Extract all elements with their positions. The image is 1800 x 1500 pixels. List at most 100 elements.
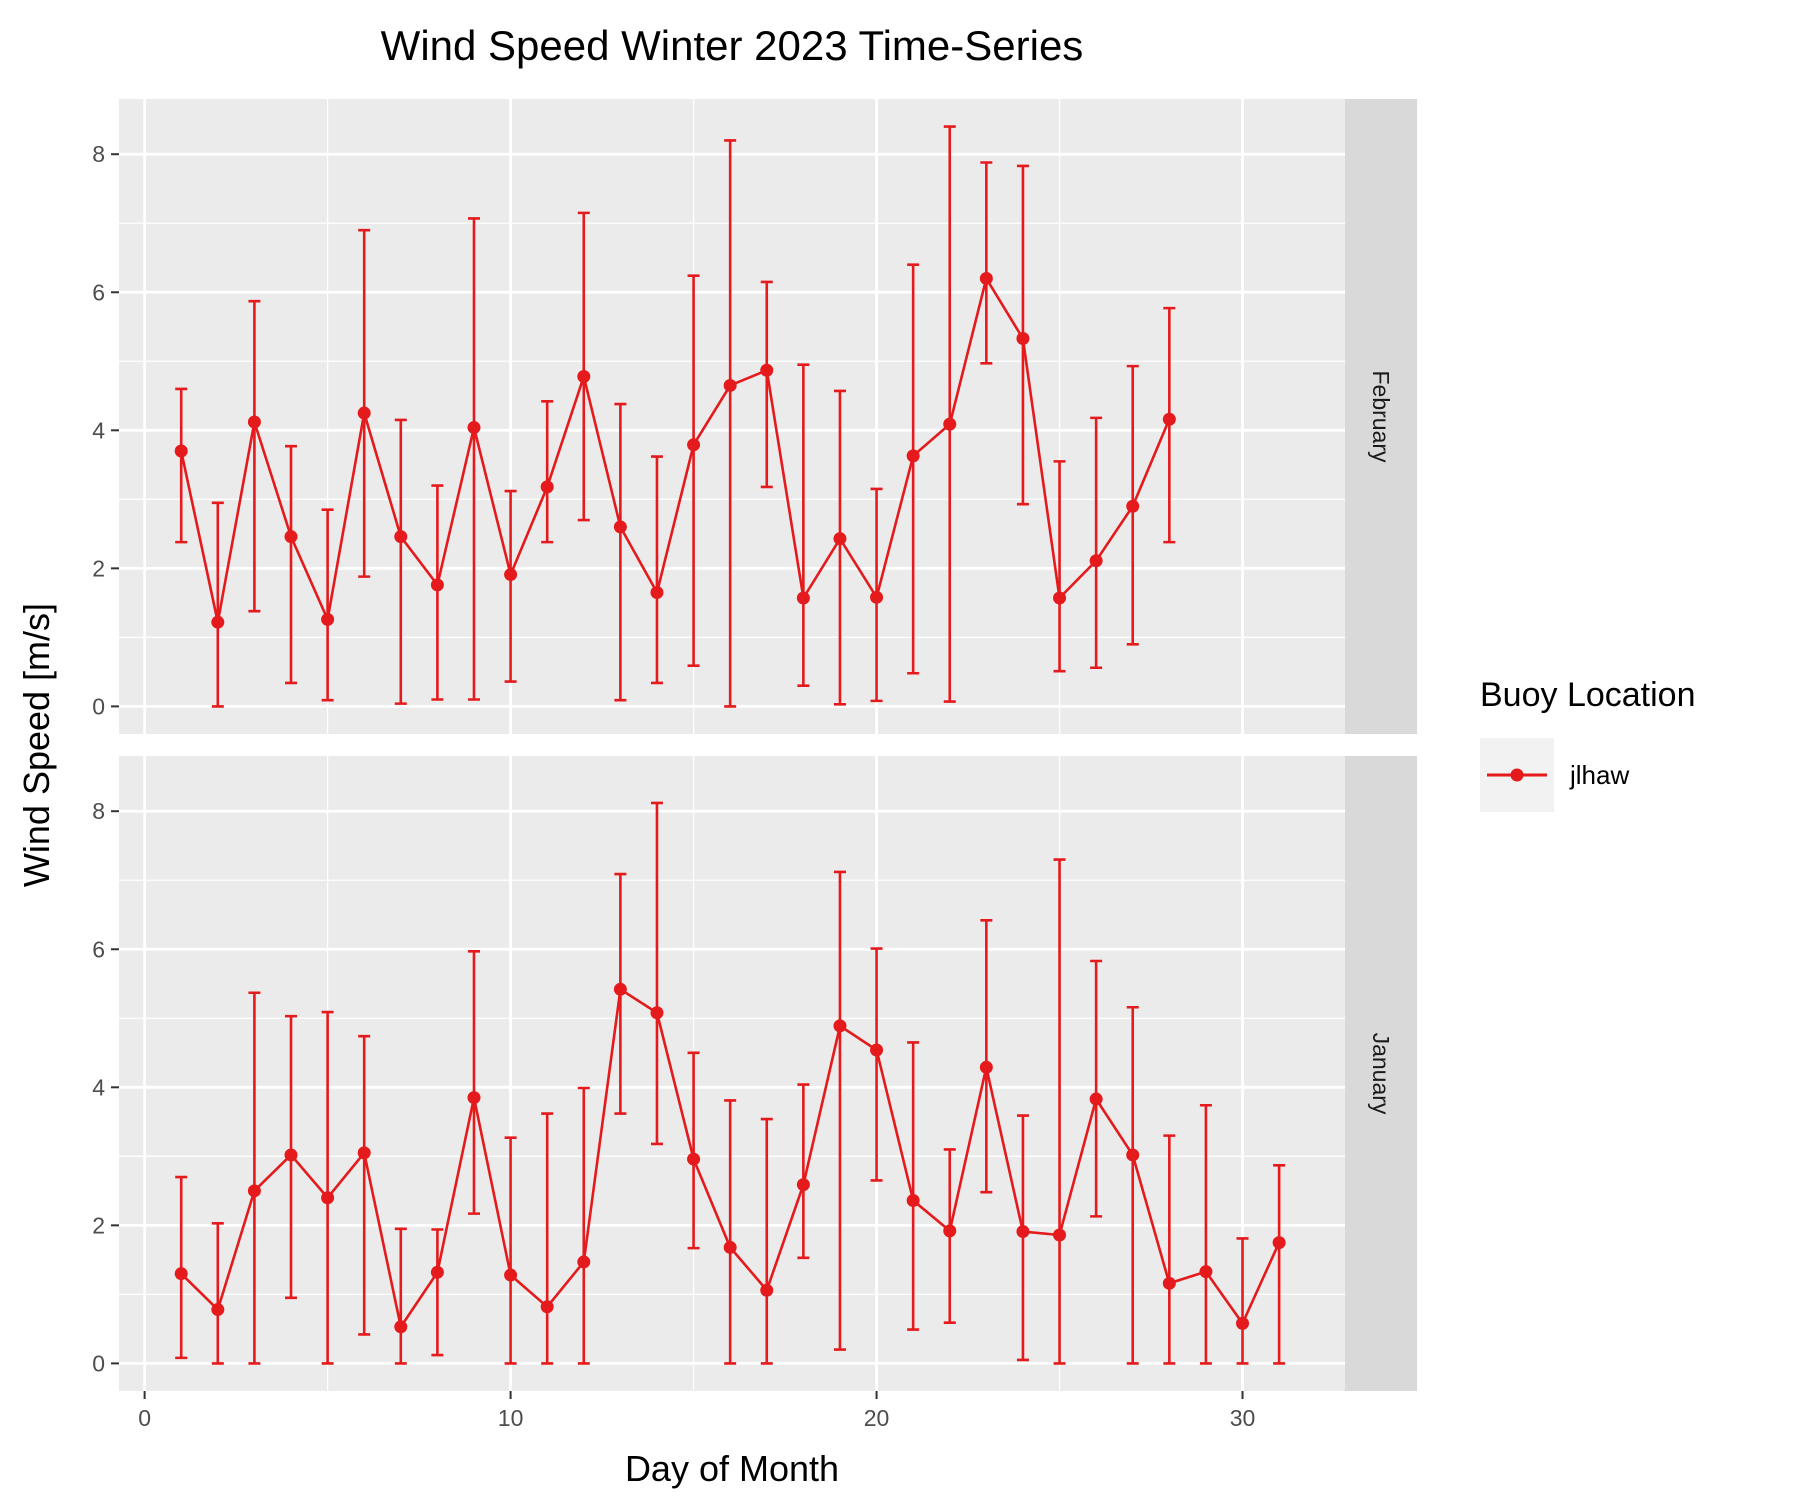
error-bar [980, 918, 993, 1194]
error-bar [358, 1034, 371, 1336]
data-point [979, 1060, 993, 1074]
error-bar [211, 501, 224, 708]
error-bar [248, 299, 261, 613]
data-point [1126, 499, 1140, 513]
error-bar [285, 444, 298, 685]
data-point [467, 421, 481, 435]
facet-label: January [1368, 1033, 1394, 1115]
data-point [613, 982, 627, 996]
data-point [577, 369, 591, 383]
data-point [504, 1268, 518, 1282]
error-bar [394, 1227, 407, 1365]
data-point [211, 1303, 225, 1317]
error-bar [833, 870, 846, 1351]
panel-january: 0 2 4 6 8 January [92, 756, 1417, 1391]
data-point [943, 417, 957, 431]
error-bar [760, 1117, 773, 1365]
series-line [179, 275, 1171, 624]
error-bar [797, 363, 810, 687]
error-bar [1090, 416, 1103, 670]
data-point [504, 568, 518, 582]
facet-strip [1345, 756, 1417, 1391]
error-bar [833, 389, 846, 706]
data-point [1053, 591, 1067, 605]
x-tick-label: 20 [864, 1405, 890, 1431]
error-bar [907, 1041, 920, 1331]
error-bar [650, 801, 663, 1146]
data-point [1053, 1228, 1067, 1242]
data-point [979, 271, 993, 285]
x-axis: 0 10 20 30 [138, 1391, 1255, 1431]
facet-label: February [1368, 370, 1394, 463]
error-bar [1273, 1164, 1286, 1365]
x-tick-label: 30 [1230, 1405, 1256, 1431]
error-bar [943, 125, 956, 703]
data-point [540, 1300, 554, 1314]
error-bar [1053, 858, 1066, 1365]
error-bar [504, 1136, 517, 1365]
data-point [430, 578, 444, 592]
error-bar [724, 139, 737, 708]
data-point [650, 586, 664, 600]
error-bar [1053, 460, 1066, 673]
error-bar [541, 400, 554, 544]
y-axis-title: Wind Speed [m/s] [16, 603, 57, 887]
y-tick-label: 8 [92, 141, 105, 167]
data-point [430, 1265, 444, 1279]
chart-title: Wind Speed Winter 2023 Time-Series [381, 22, 1084, 69]
error-bar [541, 1112, 554, 1365]
legend-label-jlhaw: jlhaw [1569, 760, 1629, 790]
data-point [247, 1184, 261, 1198]
data-point [833, 1019, 847, 1033]
error-bar [1090, 959, 1103, 1218]
error-bar [724, 1099, 737, 1365]
error-bar [650, 455, 663, 685]
y-tick-label: 4 [92, 1074, 105, 1100]
data-point [467, 1091, 481, 1105]
data-point [1162, 412, 1176, 426]
error-bar [797, 1083, 810, 1260]
y-tick-label: 0 [92, 1350, 105, 1376]
data-point [1162, 1276, 1176, 1290]
legend: Buoy Location jlhaw [1480, 676, 1696, 812]
data-point [796, 591, 810, 605]
data-point [687, 438, 701, 452]
series-jlhaw [174, 801, 1286, 1365]
error-bar [431, 1228, 444, 1357]
data-point [1016, 1225, 1030, 1239]
error-bar [980, 161, 993, 365]
error-bar [431, 484, 444, 701]
error-bar [614, 402, 627, 702]
data-point [394, 1320, 408, 1334]
y-tick-label: 4 [92, 417, 105, 443]
data-point [357, 406, 371, 420]
data-point [540, 480, 554, 494]
error-bar [467, 950, 480, 1215]
data-point [796, 1178, 810, 1192]
data-point [577, 1255, 591, 1269]
y-tick-label: 0 [92, 693, 105, 719]
data-point [1126, 1148, 1140, 1162]
error-bar [577, 1086, 590, 1365]
data-point [906, 449, 920, 463]
data-point [1089, 554, 1103, 568]
error-bar [1126, 1005, 1139, 1365]
x-tick-label: 10 [498, 1405, 524, 1431]
error-bar [760, 280, 773, 489]
x-tick-label: 0 [138, 1405, 151, 1431]
facet-panels: 0 2 4 6 8 February 0 2 4 6 8 January [92, 99, 1417, 1391]
error-bar [321, 508, 334, 702]
facet-strip [1345, 99, 1417, 734]
data-point [870, 1043, 884, 1057]
data-point [1089, 1092, 1103, 1106]
data-point [650, 1006, 664, 1020]
data-point [1272, 1236, 1286, 1250]
data-point [174, 1267, 188, 1281]
error-bar [687, 274, 700, 667]
error-bar [1199, 1103, 1212, 1365]
error-bar [687, 1051, 700, 1250]
y-tick-label: 6 [92, 936, 105, 962]
y-tick-label: 2 [92, 555, 105, 581]
data-point [211, 615, 225, 629]
